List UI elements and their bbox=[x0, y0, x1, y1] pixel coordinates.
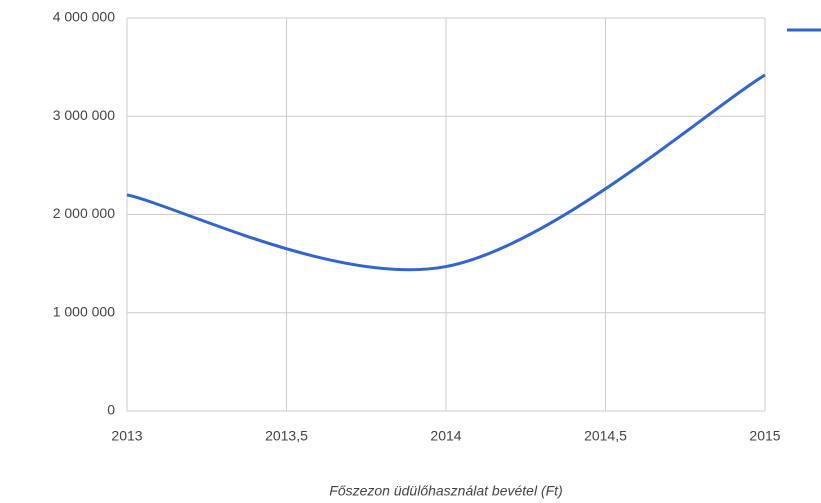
y-tick-label: 4 000 000 bbox=[53, 9, 115, 25]
y-tick-label: 0 bbox=[107, 402, 115, 418]
x-tick-label: 2014 bbox=[430, 428, 461, 444]
y-tick-label: 1 000 000 bbox=[53, 303, 115, 319]
y-tick-label: 3 000 000 bbox=[53, 107, 115, 123]
x-tick-label: 2014,5 bbox=[584, 428, 627, 444]
y-tick-label: 2 000 000 bbox=[53, 205, 115, 221]
x-tick-label: 2015 bbox=[749, 428, 780, 444]
x-axis-title: Főszezon üdülőhasználat bevétel (Ft) bbox=[329, 483, 562, 499]
line bbox=[126, 73, 766, 272]
x-tick-label: 2013,5 bbox=[265, 428, 308, 444]
x-tick-label: 2013 bbox=[111, 428, 142, 444]
